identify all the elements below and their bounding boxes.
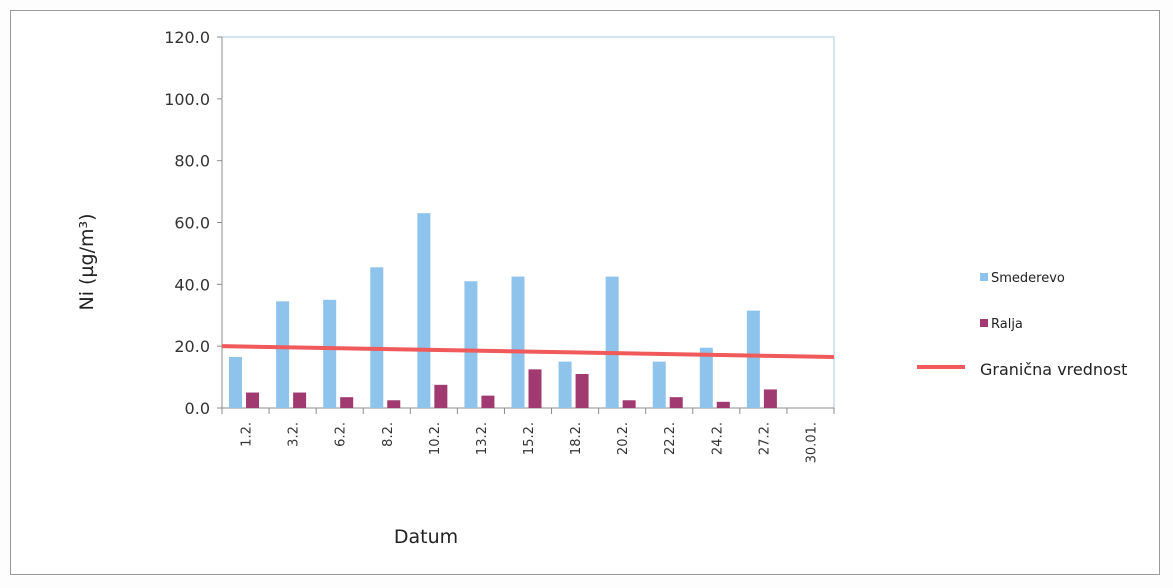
y-tick-label: 120.0 bbox=[164, 28, 210, 47]
bar-ralja-3 bbox=[387, 400, 401, 408]
bar-ralja-4 bbox=[434, 384, 448, 408]
bar-ralja-6 bbox=[528, 369, 542, 408]
bar-smederevo-1 bbox=[276, 301, 290, 408]
bar-smederevo-11 bbox=[746, 310, 760, 408]
y-tick-label: 20.0 bbox=[174, 337, 210, 356]
x-tick-label: 30.01. bbox=[804, 422, 819, 463]
bar-ralja-2 bbox=[340, 397, 354, 408]
legend-label-ralja: Ralja bbox=[991, 317, 1023, 332]
x-tick-label: 1.2. bbox=[240, 422, 255, 447]
bar-smederevo-3 bbox=[370, 267, 384, 408]
y-tick-label: 100.0 bbox=[164, 90, 210, 109]
x-tick-label: 10.2. bbox=[428, 422, 443, 455]
x-axis-label: Datum bbox=[394, 526, 458, 548]
reference-line bbox=[221, 344, 835, 359]
bar-ralja-11 bbox=[763, 389, 777, 408]
legend-swatch-ralja bbox=[980, 319, 988, 327]
reference-line-group bbox=[221, 344, 835, 359]
bar-smederevo-6 bbox=[511, 276, 525, 408]
x-tick-label: 18.2. bbox=[569, 422, 584, 455]
bar-smederevo-4 bbox=[417, 213, 431, 408]
bar-smederevo-7 bbox=[558, 361, 572, 408]
bar-smederevo-0 bbox=[229, 356, 243, 408]
y-axis-label: Ni (µg/m³) bbox=[76, 213, 98, 310]
bar-smederevo-8 bbox=[605, 276, 619, 408]
y-tick-label: 40.0 bbox=[174, 275, 210, 294]
y-axis-ticks: 0.0 20.0 40.0 60.0 80.0 100.0 120.0 bbox=[164, 28, 222, 418]
x-tick-label: 3.2. bbox=[287, 422, 302, 447]
bar-ralja-0 bbox=[246, 392, 260, 408]
x-tick-label: 6.2. bbox=[334, 422, 349, 447]
y-tick-label: 0.0 bbox=[185, 399, 210, 418]
x-tick-label: 27.2. bbox=[757, 422, 772, 455]
bar-smederevo-2 bbox=[323, 299, 337, 408]
bar-smederevo-10 bbox=[699, 347, 713, 408]
bar-ralja-5 bbox=[481, 395, 495, 408]
legend: Smederevo Ralja Granična vrednost bbox=[917, 271, 1127, 379]
y-tick-label: 80.0 bbox=[174, 152, 210, 171]
bar-ralja-8 bbox=[622, 400, 636, 408]
legend-swatch-smederevo bbox=[980, 273, 988, 281]
bar-smederevo-9 bbox=[652, 361, 666, 408]
bar-ralja-9 bbox=[669, 397, 683, 408]
bar-ralja-7 bbox=[575, 373, 589, 408]
x-tick-label: 8.2. bbox=[381, 422, 396, 447]
y-tick-label: 60.0 bbox=[174, 214, 210, 233]
bar-smederevo-5 bbox=[464, 281, 478, 408]
x-tick-label: 13.2. bbox=[475, 422, 490, 455]
x-tick-label: 20.2. bbox=[616, 422, 631, 455]
bar-ralja-1 bbox=[293, 392, 307, 408]
legend-label-smederevo: Smederevo bbox=[991, 271, 1065, 286]
x-tick-label: 24.2. bbox=[710, 422, 725, 455]
bars bbox=[229, 213, 777, 408]
x-axis-ticks: 1.2. 3.2. 6.2. 8.2. 10.2. 13.2. 15.2. 18.2. 20.2… bbox=[221, 408, 835, 463]
bar-ralja-10 bbox=[716, 401, 730, 408]
x-tick-label: 15.2. bbox=[522, 422, 537, 455]
x-tick-label: 22.2. bbox=[663, 422, 678, 455]
legend-label-granicna-vrednost: Granična vrednost bbox=[980, 360, 1127, 379]
